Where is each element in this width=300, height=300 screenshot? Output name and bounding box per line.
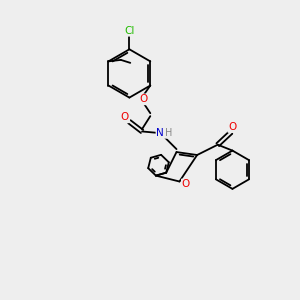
Text: O: O	[182, 179, 190, 190]
Text: O: O	[228, 122, 237, 132]
Text: Cl: Cl	[124, 26, 135, 36]
Text: O: O	[121, 112, 129, 122]
Text: H: H	[166, 128, 173, 138]
Text: O: O	[140, 94, 148, 104]
Text: N: N	[156, 128, 164, 138]
